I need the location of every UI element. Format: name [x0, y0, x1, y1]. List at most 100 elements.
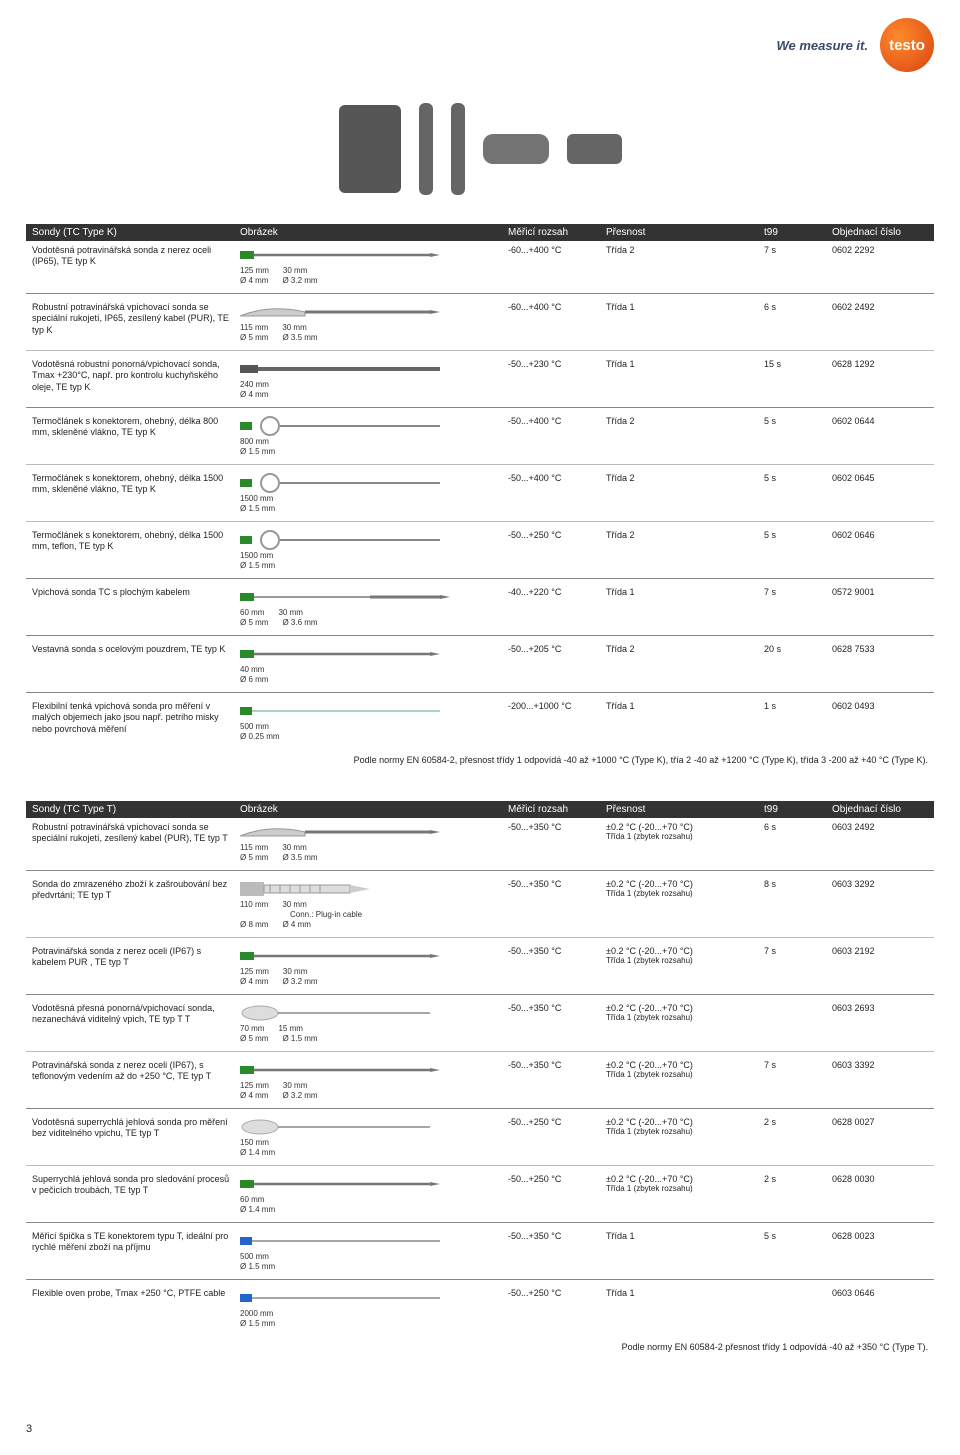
- probe-row: Flexible oven probe, Tmax +250 °C, PTFE …: [26, 1284, 934, 1332]
- probe-t99: 5 s: [764, 1231, 824, 1241]
- probe-precision: Třída 1: [606, 1288, 756, 1298]
- probe-row: Termočlánek s konektorem, ohebný, délka …: [26, 526, 934, 574]
- table2-header: Sondy (TC Type T)Obrázek Měřicí rozsahPř…: [26, 801, 934, 818]
- probe-code: 0602 0646: [832, 530, 922, 540]
- probe-range: -50...+350 °C: [508, 1060, 598, 1070]
- probe-description: Robustní potravinářská vpichovací sonda …: [32, 302, 232, 336]
- probe-t99: 8 s: [764, 879, 824, 889]
- probe-diagram: 40 mmØ 6 mm: [240, 644, 500, 684]
- probe-row: Superrychlá jehlová sonda pro sledování …: [26, 1170, 934, 1218]
- probe-code: 0602 0493: [832, 701, 922, 711]
- probe-description: Vodotěsná potravinářská sonda z nerez oc…: [32, 245, 232, 268]
- probe-t99: 2 s: [764, 1174, 824, 1184]
- probe-row: Vpichová sonda TC s plochým kabelem60 mm…: [26, 583, 934, 631]
- probe-description: Potravinářská sonda z nerez oceli (IP67)…: [32, 946, 232, 969]
- probe-row: Vestavná sonda s ocelovým pouzdrem, TE t…: [26, 640, 934, 688]
- probe-code: 0572 9001: [832, 587, 922, 597]
- table1-footnote: Podle normy EN 60584-2, přesnost třídy 1…: [26, 755, 928, 767]
- probe-code: 0602 0644: [832, 416, 922, 426]
- probe-precision: Třída 1: [606, 701, 756, 711]
- probe-code: 0602 2292: [832, 245, 922, 255]
- probe-row: Potravinářská sonda z nerez oceli (IP67)…: [26, 942, 934, 990]
- probe-diagram: 125 mm30 mmØ 4 mmØ 3.2 mm: [240, 946, 500, 986]
- probe-code: 0628 7533: [832, 644, 922, 654]
- probe-t99: 7 s: [764, 946, 824, 956]
- probe-row: Termočlánek s konektorem, ohebný, délka …: [26, 469, 934, 517]
- probe-t99: 6 s: [764, 302, 824, 312]
- probe-row: Vodotěsná superrychlá jehlová sonda pro …: [26, 1113, 934, 1161]
- probe-range: -60...+400 °C: [508, 245, 598, 255]
- probe-code: 0603 3292: [832, 879, 922, 889]
- probe-range: -60...+400 °C: [508, 302, 598, 312]
- probe-precision: ±0.2 °C (-20...+70 °C)Třída 1 (zbytek ro…: [606, 879, 756, 899]
- probe-description: Termočlánek s konektorem, ohebný, délka …: [32, 473, 232, 496]
- probe-row: Měřicí špička s TE konektorem typu T, id…: [26, 1227, 934, 1275]
- probe-row: Vodotěsná robustní ponorná/vpichovací so…: [26, 355, 934, 403]
- probe-description: Vodotěsná robustní ponorná/vpichovací so…: [32, 359, 232, 393]
- probe-row: Vodotěsná potravinářská sonda z nerez oc…: [26, 241, 934, 289]
- probe-code: 0603 2192: [832, 946, 922, 956]
- probe-description: Flexibilní tenká vpichová sonda pro měře…: [32, 701, 232, 735]
- probe-precision: Třída 1: [606, 587, 756, 597]
- probe-description: Termočlánek s konektorem, ohebný, délka …: [32, 416, 232, 439]
- probe-range: -50...+250 °C: [508, 1117, 598, 1127]
- probe-precision: Třída 2: [606, 530, 756, 540]
- probe-range: -50...+350 °C: [508, 1231, 598, 1241]
- probe-range: -50...+350 °C: [508, 879, 598, 889]
- brand-logo: testo: [880, 18, 934, 72]
- probe-description: Sonda do zmrazeného zboží k zašroubování…: [32, 879, 232, 902]
- probe-range: -50...+230 °C: [508, 359, 598, 369]
- probe-precision: Třída 2: [606, 245, 756, 255]
- probe-precision: ±0.2 °C (-20...+70 °C)Třída 1 (zbytek ro…: [606, 1174, 756, 1194]
- probe-precision: Třída 2: [606, 416, 756, 426]
- probe-range: -50...+400 °C: [508, 473, 598, 483]
- probe-diagram: 115 mm30 mmØ 5 mmØ 3.5 mm: [240, 302, 500, 342]
- probe-diagram: 70 mm15 mmØ 5 mmØ 1.5 mm: [240, 1003, 500, 1043]
- probe-row: Robustní potravinářská vpichovací sonda …: [26, 298, 934, 346]
- probe-diagram: 1500 mmØ 1.5 mm: [240, 473, 500, 513]
- probe-t99: 7 s: [764, 587, 824, 597]
- probe-t99: 5 s: [764, 473, 824, 483]
- probe-precision: Třída 2: [606, 644, 756, 654]
- product-photo-row: [26, 84, 934, 214]
- probe-range: -50...+250 °C: [508, 530, 598, 540]
- probe-diagram: 115 mm30 mmØ 5 mmØ 3.5 mm: [240, 822, 500, 862]
- table1-header: Sondy (TC Type K)Obrázek Měřicí rozsahPř…: [26, 224, 934, 241]
- probe-t99: 7 s: [764, 1060, 824, 1070]
- probe-range: -50...+350 °C: [508, 1003, 598, 1013]
- probe-range: -200...+1000 °C: [508, 701, 598, 711]
- probe-precision: ±0.2 °C (-20...+70 °C)Třída 1 (zbytek ro…: [606, 1060, 756, 1080]
- probe-code: 0628 1292: [832, 359, 922, 369]
- probe-t99: 7 s: [764, 245, 824, 255]
- probe-precision: ±0.2 °C (-20...+70 °C)Třída 1 (zbytek ro…: [606, 822, 756, 842]
- probe-code: 0602 0645: [832, 473, 922, 483]
- probe-code: 0628 0027: [832, 1117, 922, 1127]
- probe-code: 0603 2492: [832, 822, 922, 832]
- probe-t99: 15 s: [764, 359, 824, 369]
- probe-range: -40...+220 °C: [508, 587, 598, 597]
- probe-diagram: 500 mmØ 1.5 mm: [240, 1231, 500, 1271]
- probe-t99: 20 s: [764, 644, 824, 654]
- probe-row: Vodotěsná přesná ponorná/vpichovací sond…: [26, 999, 934, 1047]
- probe-precision: ±0.2 °C (-20...+70 °C)Třída 1 (zbytek ro…: [606, 1003, 756, 1023]
- probe-description: Potravinářská sonda z nerez oceli (IP67)…: [32, 1060, 232, 1083]
- slogan-text: We measure it.: [776, 38, 868, 53]
- probe-t99: 6 s: [764, 822, 824, 832]
- probe-diagram: 150 mmØ 1.4 mm: [240, 1117, 500, 1157]
- probe-diagram: 500 mmØ 0.25 mm: [240, 701, 500, 741]
- probe-t99: 5 s: [764, 530, 824, 540]
- probe-description: Měřicí špička s TE konektorem typu T, id…: [32, 1231, 232, 1254]
- probe-description: Vpichová sonda TC s plochým kabelem: [32, 587, 232, 598]
- probe-diagram: 125 mm30 mmØ 4 mmØ 3.2 mm: [240, 1060, 500, 1100]
- probe-row: Potravinářská sonda z nerez oceli (IP67)…: [26, 1056, 934, 1104]
- page-header: We measure it. testo: [26, 18, 934, 72]
- probe-precision: Třída 1: [606, 1231, 756, 1241]
- probe-code: 0628 0023: [832, 1231, 922, 1241]
- probe-diagram: 240 mmØ 4 mm: [240, 359, 500, 399]
- probe-precision: Třída 1: [606, 302, 756, 312]
- probe-code: 0603 0646: [832, 1288, 922, 1298]
- probe-t99: 1 s: [764, 701, 824, 711]
- probe-code: 0628 0030: [832, 1174, 922, 1184]
- probe-description: Robustní potravinářská vpichovací sonda …: [32, 822, 232, 845]
- probe-range: -50...+400 °C: [508, 416, 598, 426]
